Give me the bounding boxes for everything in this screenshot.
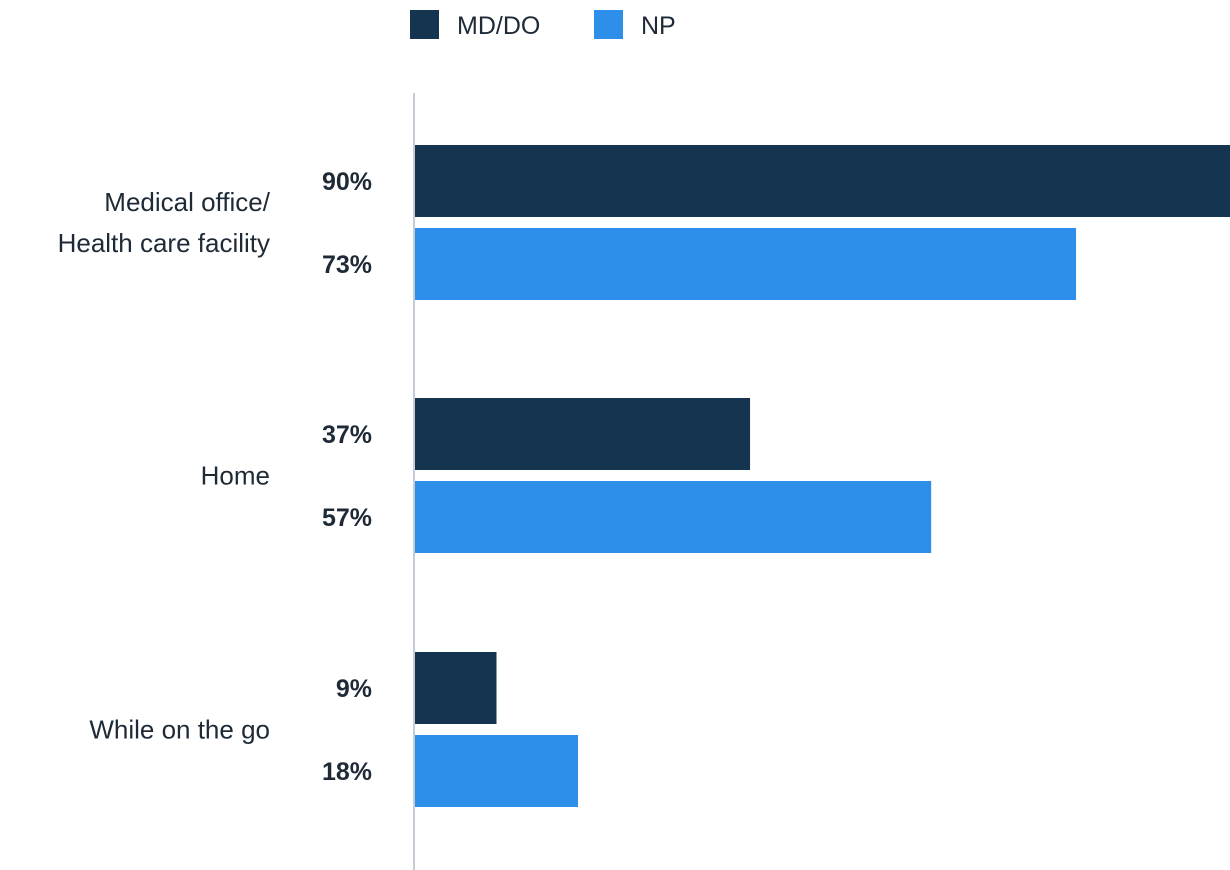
legend: MD/DO NP: [410, 10, 676, 40]
legend-swatch: [410, 10, 439, 39]
value-label: 18%: [322, 758, 372, 786]
value-label: 9%: [336, 675, 372, 703]
bar-np-2: [415, 735, 578, 807]
legend-label: NP: [641, 12, 676, 40]
legend-label: MD/DO: [457, 12, 540, 40]
value-label: 90%: [322, 168, 372, 196]
category-label: Health care facility: [58, 228, 270, 258]
value-label: 57%: [322, 504, 372, 532]
bars: [415, 145, 1230, 807]
category-label: While on the go: [89, 715, 270, 745]
labels: 90% 73% Medical office/Health care facilit…: [58, 168, 372, 786]
category-label: Home: [201, 461, 270, 491]
bar-np-1: [415, 481, 932, 553]
bar-np-0: [415, 228, 1077, 300]
value-label: 73%: [322, 251, 372, 279]
bar-md-do-1: [415, 398, 751, 470]
category-label: Medical office/: [104, 187, 270, 217]
bar-md-do-0: [415, 145, 1230, 217]
bar-md-do-2: [415, 652, 497, 724]
legend-swatch: [594, 10, 623, 39]
value-label: 37%: [322, 421, 372, 449]
